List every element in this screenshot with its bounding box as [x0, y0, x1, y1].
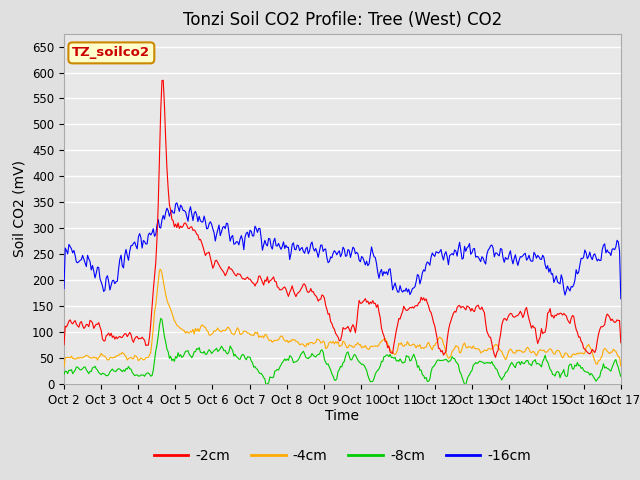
- Legend: -2cm, -4cm, -8cm, -16cm: -2cm, -4cm, -8cm, -16cm: [148, 444, 536, 468]
- Title: Tonzi Soil CO2 Profile: Tree (West) CO2: Tonzi Soil CO2 Profile: Tree (West) CO2: [183, 11, 502, 29]
- X-axis label: Time: Time: [325, 409, 360, 423]
- Y-axis label: Soil CO2 (mV): Soil CO2 (mV): [12, 160, 26, 257]
- Text: TZ_soilco2: TZ_soilco2: [72, 47, 150, 60]
